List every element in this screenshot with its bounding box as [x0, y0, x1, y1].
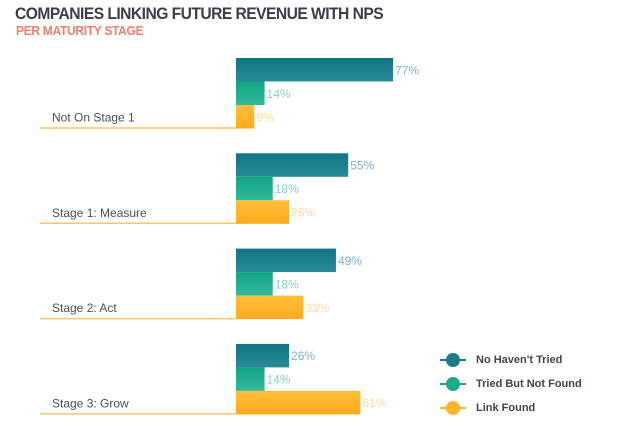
- bar: [236, 390, 361, 415]
- data-label: 26%: [291, 349, 315, 363]
- data-label: 55%: [350, 159, 374, 173]
- data-label: 26%: [291, 206, 315, 220]
- chart-subtitle: PER MATURITY STAGE: [16, 23, 144, 38]
- bar: [236, 200, 290, 224]
- legend: No Haven't Tried Tried But Not Found Lin…: [440, 348, 582, 420]
- legend-marker-icon: [440, 353, 466, 367]
- bar: [236, 105, 255, 129]
- legend-label: Link Found: [476, 402, 536, 414]
- category-label: Stage 2: Act: [52, 301, 117, 315]
- legend-label: No Haven't Tried: [476, 354, 563, 366]
- bar: [236, 81, 265, 105]
- legend-item-no-havent-tried: No Haven't Tried: [440, 348, 582, 372]
- category-label: Stage 3: Grow: [52, 396, 129, 410]
- data-label: 18%: [275, 182, 299, 196]
- data-label: 14%: [267, 87, 291, 101]
- data-label: 9%: [256, 110, 274, 124]
- bar: [236, 248, 336, 273]
- bar: [236, 176, 273, 201]
- bar: [236, 295, 304, 320]
- legend-label: Tried But Not Found: [476, 378, 582, 390]
- data-label: 49%: [338, 254, 362, 268]
- legend-item-link-found: Link Found: [440, 396, 582, 420]
- data-label: 14%: [267, 373, 291, 387]
- bar: [236, 58, 394, 82]
- legend-marker-icon: [440, 377, 466, 391]
- legend-item-tried-but-not-found: Tried But Not Found: [440, 372, 582, 396]
- data-label: 18%: [275, 277, 299, 291]
- chart-title: COMPANIES LINKING FUTURE REVENUE WITH NP…: [15, 4, 384, 23]
- bar: [236, 272, 273, 296]
- data-label: 33%: [305, 301, 329, 315]
- bar: [236, 343, 290, 368]
- data-label: 77%: [395, 63, 419, 77]
- data-label: 61%: [362, 396, 386, 410]
- bar: [236, 153, 349, 177]
- bar: [236, 367, 265, 391]
- category-label: Stage 1: Measure: [52, 206, 147, 220]
- category-label: Not On Stage 1: [52, 111, 135, 125]
- legend-marker-icon: [440, 401, 466, 415]
